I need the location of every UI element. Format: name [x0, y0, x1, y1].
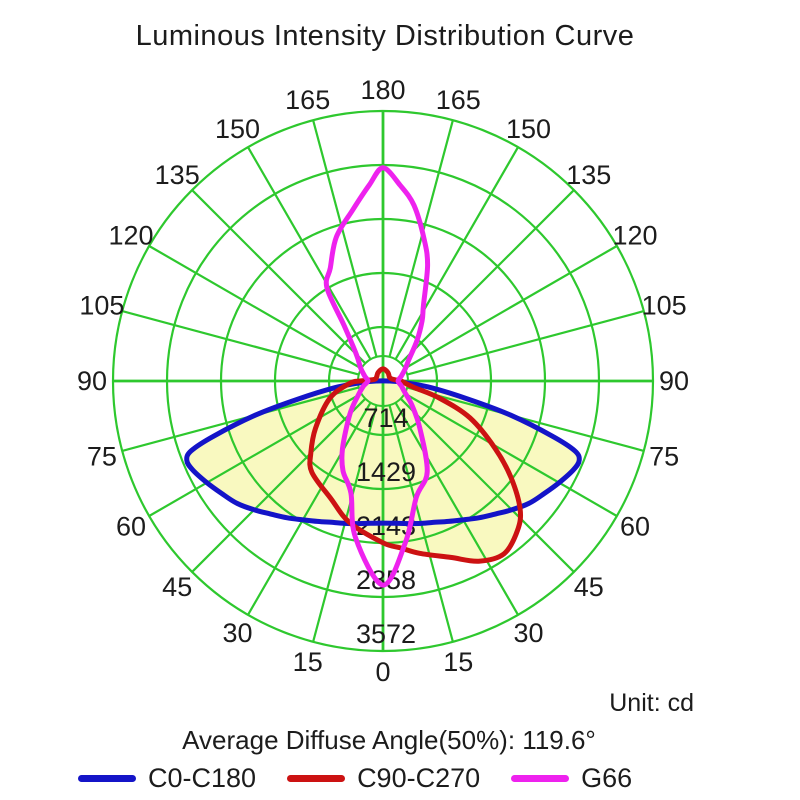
grid-spoke-150 [394, 146, 519, 360]
radial-tick-label: 1429 [356, 457, 416, 487]
grid-spoke-60 [404, 392, 618, 517]
angle-tick-label: 30 [513, 618, 543, 648]
angle-tick-label: 90 [659, 366, 689, 396]
grid-spoke-225 [191, 189, 367, 365]
angle-tick-label: 90 [77, 366, 107, 396]
grid-spoke-30 [394, 402, 519, 616]
angle-tick-label: 15 [293, 647, 323, 677]
grid-spoke-300 [148, 392, 362, 517]
grid-spoke-330 [247, 402, 372, 616]
angle-tick-label: 75 [87, 441, 117, 471]
angle-tick-label: 165 [436, 85, 481, 115]
legend-label-c90-c270: C90-C270 [357, 763, 481, 793]
radial-tick-label: 2858 [356, 565, 416, 595]
curve-g66 [323, 165, 431, 588]
grid-spoke-75 [406, 386, 645, 452]
angle-tick-label: 45 [574, 572, 604, 602]
angle-tick-label: 135 [155, 160, 200, 190]
grid-spoke-45 [399, 397, 575, 573]
grid-spoke-105 [406, 310, 645, 376]
angle-tick-label: 75 [649, 441, 679, 471]
legend-label-g66: G66 [581, 763, 633, 793]
grid-spoke-195 [312, 119, 378, 358]
angle-tick-label: 15 [443, 647, 473, 677]
angle-tick-label: 150 [215, 114, 260, 144]
legend-swatch-g66-icon [511, 775, 570, 782]
chart-legend: C0-C180 C90-C270 G66 [78, 763, 632, 794]
angle-tick-label: 165 [285, 85, 330, 115]
angle-tick-label: 105 [79, 291, 124, 321]
angle-tick-label: 135 [566, 160, 611, 190]
legend-item-c90-c270: C90-C270 [287, 763, 480, 794]
grid-spoke-315 [191, 397, 367, 573]
angle-tick-label: 105 [642, 291, 687, 321]
grid-spoke-120 [404, 245, 618, 370]
angle-tick-label: 60 [116, 512, 146, 542]
grid-spoke-240 [148, 245, 362, 370]
angle-tick-label: 45 [162, 572, 192, 602]
legend-label-c0-c180: C0-C180 [148, 763, 257, 793]
curve-c0-c180 [184, 378, 582, 527]
average-diffuse-angle-note: Average Diffuse Angle(50%): 119.6° [182, 725, 596, 755]
legend-swatch-c0-c180-icon [78, 775, 136, 782]
angle-tick-label: 180 [360, 75, 405, 105]
legend-swatch-c90-c270-icon [287, 775, 346, 782]
legend-item-c0-c180: C0-C180 [78, 763, 256, 794]
grid-spoke-135 [399, 189, 575, 365]
grid-spoke-165 [388, 119, 454, 358]
chart-title: Luminous Intensity Distribution Curve [135, 20, 635, 52]
unit-label: Unit: cd [609, 689, 694, 717]
angle-tick-label: 120 [612, 221, 657, 251]
angle-tick-label: 60 [620, 512, 650, 542]
angle-tick-label: 0 [375, 657, 390, 687]
grid-spoke-255 [121, 310, 360, 376]
curve-c90-c270 [307, 366, 524, 564]
radial-tick-label: 3572 [356, 619, 416, 649]
angle-tick-label: 30 [222, 618, 252, 648]
grid-spoke-285 [121, 386, 360, 452]
angle-tick-label: 150 [506, 114, 551, 144]
radial-tick-label: 714 [363, 403, 408, 433]
legend-item-g66: G66 [511, 763, 632, 794]
angle-tick-label: 120 [108, 221, 153, 251]
grid-spoke-210 [247, 146, 372, 360]
